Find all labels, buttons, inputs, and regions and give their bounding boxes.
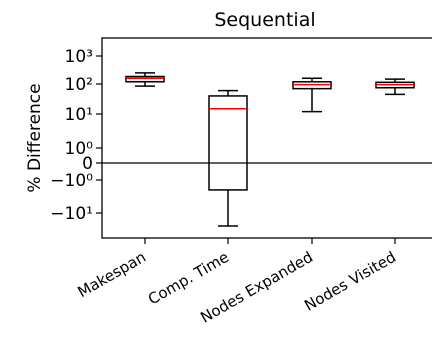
box-nodes-visited [375, 78, 415, 96]
box-makespan [125, 72, 165, 87]
chart-title: Sequential [214, 9, 315, 31]
plot-area-frame [101, 37, 432, 239]
x-tick-label: Makespan [75, 248, 149, 301]
box-iqr [125, 75, 165, 83]
y-axis-label: % Difference [25, 83, 45, 192]
box-comp-time [208, 89, 248, 227]
x-tick-label: Nodes Visited [301, 248, 399, 315]
box-iqr [208, 95, 248, 191]
y-tick-label: −10¹ [50, 204, 93, 224]
boxes-group [102, 72, 432, 227]
y-tick-label: 10⁰ [65, 139, 94, 159]
y-tick-label: 10² [65, 75, 93, 95]
y-tick-label: 0 [82, 154, 93, 174]
y-tick-label: 10³ [65, 47, 93, 67]
y-tick-label: −10⁰ [50, 171, 93, 191]
box-nodes-expanded [292, 77, 332, 113]
y-tick-label: 10¹ [65, 105, 93, 125]
